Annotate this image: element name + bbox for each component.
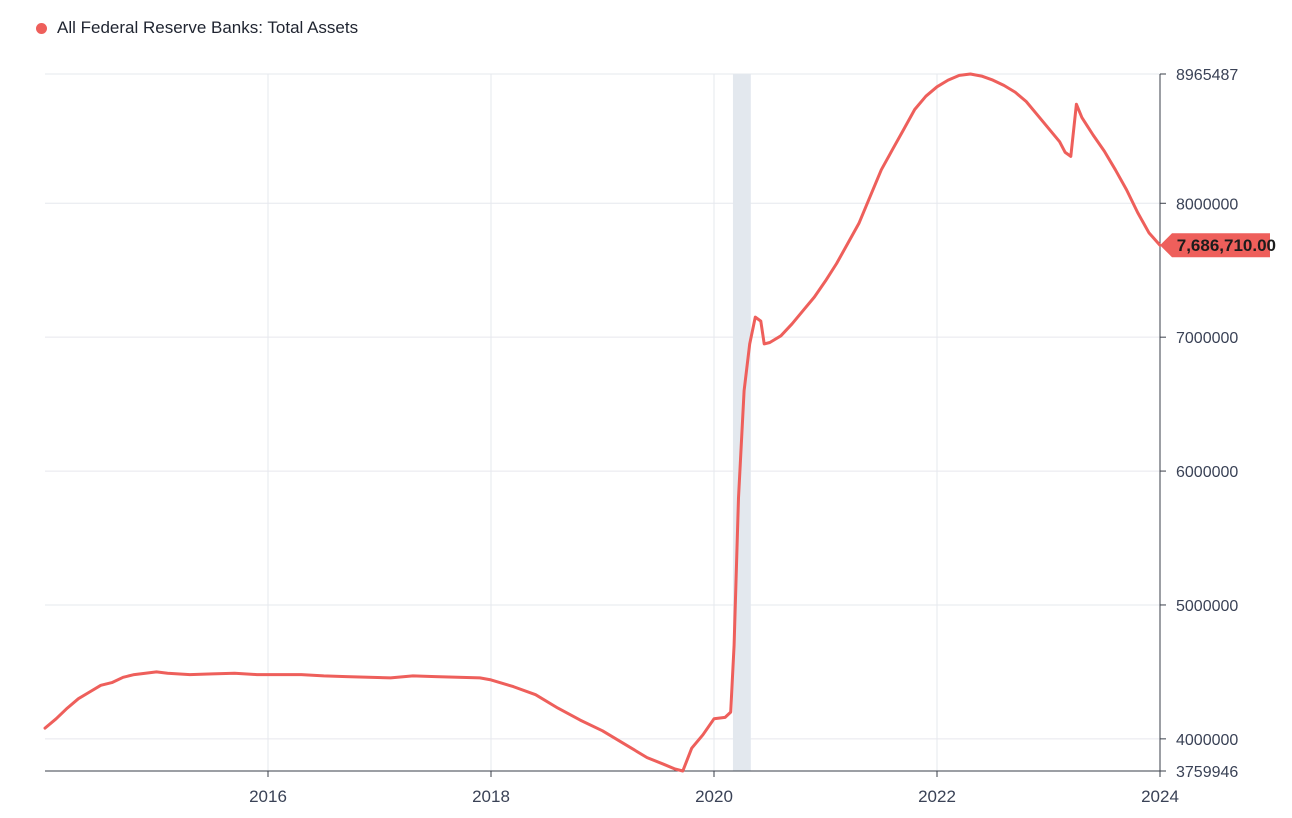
series-line-0 <box>43 72 1162 773</box>
y-tick-label-0: 8965487 <box>1176 67 1238 84</box>
y-tick-label-2: 7000000 <box>1176 330 1238 347</box>
axes <box>45 74 1161 772</box>
x-tick-label-0: 2016 <box>249 787 287 806</box>
y-tick-label-1: 8000000 <box>1176 196 1238 213</box>
y-axis-ticks: 8965487 8000000 7000000 6000000 5000000 40000… <box>1160 67 1238 781</box>
x-tick-label-2: 2020 <box>695 787 733 806</box>
last-value-label: 7,686,710.00 <box>1177 236 1276 255</box>
y-tick-label-6: 3759946 <box>1176 764 1238 781</box>
x-axis-ticks: 2016 2018 2020 2022 2024 <box>249 771 1179 806</box>
x-tick-label-1: 2018 <box>472 787 510 806</box>
gridlines <box>45 73 1161 772</box>
y-tick-label-4: 5000000 <box>1176 598 1238 615</box>
y-tick-label-5: 4000000 <box>1176 732 1238 749</box>
y-tick-label-3: 6000000 <box>1176 464 1238 481</box>
x-tick-label-4: 2024 <box>1141 787 1179 806</box>
legend-label: All Federal Reserve Banks: Total Assets <box>57 18 359 37</box>
x-tick-label-3: 2022 <box>918 787 956 806</box>
legend: All Federal Reserve Banks: Total Assets <box>36 18 358 38</box>
series-layer <box>43 72 1162 773</box>
last-value-tag <box>1160 233 1270 258</box>
legend-marker-icon <box>36 22 47 34</box>
last-value-marker: 7,686,710.00 <box>1160 233 1276 258</box>
